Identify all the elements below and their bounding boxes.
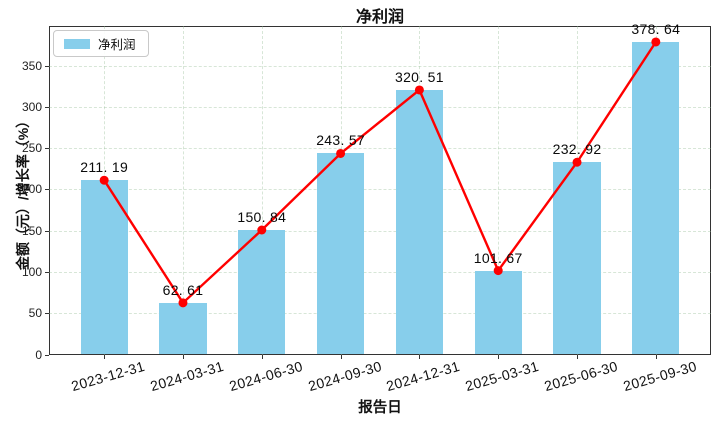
x-axis-label: 报告日 xyxy=(358,400,402,416)
grid-line-horizontal xyxy=(49,148,711,150)
x-tick-label: 2024-03-31 xyxy=(148,357,226,394)
y-tick-label: 350 xyxy=(21,58,42,73)
point-label: 378. 64 xyxy=(631,20,681,37)
grid-line-horizontal xyxy=(49,230,711,232)
grid-line-horizontal xyxy=(49,313,711,315)
y-tick-mark xyxy=(45,65,49,67)
y-tick-mark xyxy=(45,148,49,150)
y-tick-label: 250 xyxy=(21,141,42,156)
point-label: 62. 61 xyxy=(162,281,204,298)
y-tick-mark xyxy=(45,106,49,108)
y-axis-label: 金额（元）/增长率（%） xyxy=(15,113,31,271)
y-tick-label: 200 xyxy=(21,182,42,197)
bar xyxy=(238,230,286,355)
x-tick-label: 2024-06-30 xyxy=(227,357,305,394)
y-tick-mark xyxy=(45,230,49,232)
y-tick-label: 100 xyxy=(21,264,42,279)
y-tick-mark xyxy=(45,354,49,356)
y-tick-label: 50 xyxy=(28,306,42,321)
bar xyxy=(632,41,680,355)
x-tick-mark xyxy=(182,354,184,359)
bar xyxy=(316,153,365,355)
plot-area xyxy=(49,26,711,355)
legend-swatch xyxy=(64,38,90,49)
point-label: 320. 51 xyxy=(394,68,444,85)
bar xyxy=(553,162,601,355)
x-tick-label: 2024-09-30 xyxy=(306,357,384,394)
legend-label: 净利润 xyxy=(98,38,136,52)
x-tick-mark xyxy=(498,354,500,359)
point-label: 150. 84 xyxy=(237,209,287,225)
chart-title: 净利润 xyxy=(355,9,404,26)
x-tick-mark xyxy=(261,354,263,359)
grid-line-horizontal xyxy=(49,189,711,191)
bar xyxy=(159,302,207,355)
bar xyxy=(395,89,444,355)
x-tick-mark xyxy=(340,354,342,359)
x-tick-mark xyxy=(655,354,657,359)
legend: 净利润 xyxy=(53,30,149,57)
x-tick-label: 2025-03-31 xyxy=(463,357,541,394)
y-tick-label: 0 xyxy=(35,347,42,362)
y-tick-mark xyxy=(45,271,49,273)
x-tick-mark xyxy=(104,354,106,359)
x-tick-label: 2024-12-31 xyxy=(384,357,462,394)
grid-line-horizontal xyxy=(49,65,711,67)
point-label: 232. 92 xyxy=(552,141,602,158)
bar xyxy=(474,270,522,355)
point-label: 243. 57 xyxy=(316,132,365,149)
grid-line-horizontal xyxy=(49,106,711,108)
y-tick-label: 150 xyxy=(21,223,42,238)
x-tick-mark xyxy=(577,354,579,359)
x-tick-mark xyxy=(419,354,421,359)
grid-line-horizontal xyxy=(49,271,711,273)
point-label: 101. 67 xyxy=(473,249,523,266)
point-label: 211. 19 xyxy=(80,159,129,176)
y-tick-mark xyxy=(45,313,49,315)
y-tick-mark xyxy=(45,189,49,191)
y-tick-label: 300 xyxy=(21,99,42,114)
bar xyxy=(80,180,128,355)
x-tick-label: 2025-09-30 xyxy=(621,357,699,394)
x-tick-label: 2025-06-30 xyxy=(542,357,620,394)
x-tick-label: 2023-12-31 xyxy=(69,357,147,394)
